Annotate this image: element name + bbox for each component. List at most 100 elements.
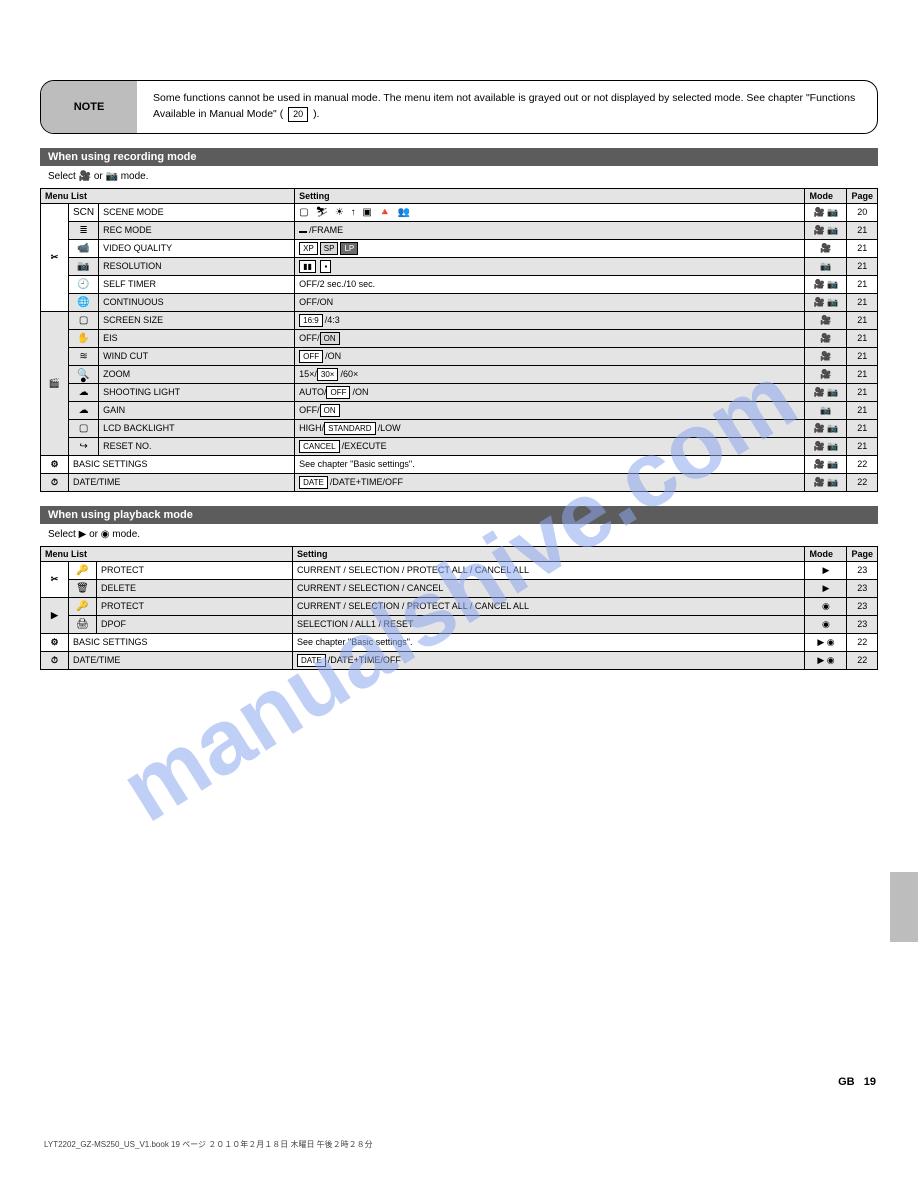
item-setting: OFF/ON [295, 329, 805, 347]
play-mode-suffix: mode. [112, 529, 140, 540]
table-row: ⏱DATE/TIMEDATE/DATE+TIME/OFF🎥 📷22 [41, 473, 878, 491]
item-setting: OFF/ON [295, 293, 805, 311]
item-page: 21 [847, 419, 878, 437]
item-page: 21 [847, 221, 878, 239]
table-row: ↪RESET NO.CANCEL/EXECUTE🎥 📷21 [41, 437, 878, 455]
item-label: RESET NO. [99, 437, 295, 455]
video-mode-icon: 🎥 [79, 171, 91, 182]
item-mode: 📷 [805, 257, 847, 275]
item-label: SCREEN SIZE [99, 311, 295, 329]
tail-setting: See chapter "Basic settings". [295, 455, 805, 473]
item-mode: 🎥 [805, 311, 847, 329]
item-icon: 🔑 [69, 561, 97, 579]
item-label: VIDEO QUALITY [99, 239, 295, 257]
item-label: LCD BACKLIGHT [99, 419, 295, 437]
table-row: ☁GAINOFF/ON📷21 [41, 401, 878, 419]
item-icon: 🔑 [69, 597, 97, 615]
table-row: 🔍ZOOM15×/30×/60×🎥21 [41, 365, 878, 383]
item-page: 23 [847, 579, 878, 597]
item-icon: 📹 [69, 239, 99, 257]
tail-page: 22 [847, 473, 878, 491]
item-page: 21 [847, 401, 878, 419]
tail-page: 22 [847, 651, 878, 669]
tail-mode: ▶ ◉ [805, 633, 847, 651]
item-label: WIND CUT [99, 347, 295, 365]
item-page: 21 [847, 275, 878, 293]
side-tab [890, 872, 918, 942]
table-row: ▶🔑PROTECTCURRENT / SELECTION / PROTECT A… [41, 597, 878, 615]
item-mode: 🎥 📷 [805, 293, 847, 311]
item-icon: 🌐 [69, 293, 99, 311]
item-icon: ≣ [69, 221, 99, 239]
rec-mode-prefix: Select [48, 171, 79, 182]
tail-icon: ⏱ [41, 651, 69, 669]
item-page: 21 [847, 329, 878, 347]
item-icon: 🕘 [69, 275, 99, 293]
play-th-menu: Menu List [41, 546, 293, 561]
table-row: ✋EISOFF/ON🎥21 [41, 329, 878, 347]
item-page: 21 [847, 347, 878, 365]
item-mode: ▶ [805, 579, 847, 597]
item-setting: CURRENT / SELECTION / PROTECT ALL / CANC… [293, 561, 805, 579]
item-setting: 15×/30×/60× [295, 365, 805, 383]
item-mode: 📷 [805, 401, 847, 419]
item-label: REC MODE [99, 221, 295, 239]
playback-menu-table: Menu List Setting Mode Page ✂🔑PROTECTCUR… [40, 546, 878, 670]
item-icon: SCN [69, 203, 99, 221]
table-row: ≋WIND CUTOFF/ON🎥21 [41, 347, 878, 365]
note-label: NOTE [41, 81, 137, 133]
item-setting: 16:9/4:3 [295, 311, 805, 329]
item-icon: 📷 [69, 257, 99, 275]
item-mode: 🎥 📷 [805, 203, 847, 221]
item-setting: OFF/2 sec./10 sec. [295, 275, 805, 293]
item-setting: HIGH/STANDARD/LOW [295, 419, 805, 437]
play-th-page: Page [847, 546, 878, 561]
tail-icon: ⏱ [41, 473, 69, 491]
play-mode-or: or [89, 529, 101, 540]
table-row: 📹VIDEO QUALITYXPSPLP🎥21 [41, 239, 878, 257]
item-label: SHOOTING LIGHT [99, 383, 295, 401]
table-row: ▢LCD BACKLIGHTHIGH/STANDARD/LOW🎥 📷21 [41, 419, 878, 437]
item-page: 21 [847, 311, 878, 329]
item-mode: ▶ [805, 561, 847, 579]
item-label: SELF TIMER [99, 275, 295, 293]
play-video-icon: ▶ [79, 529, 87, 540]
table-row: 🗑DELETECURRENT / SELECTION / CANCEL▶23 [41, 579, 878, 597]
note-page-box: 20 [288, 107, 308, 123]
note-ref: ( [280, 108, 286, 120]
tail-label: DATE/TIME [69, 651, 293, 669]
tail-setting: DATE/DATE+TIME/OFF [295, 473, 805, 491]
item-mode: 🎥 📷 [805, 437, 847, 455]
item-page: 20 [847, 203, 878, 221]
item-setting: AUTO/OFF/ON [295, 383, 805, 401]
item-mode: 🎥 📷 [805, 383, 847, 401]
item-setting: /FRAME [295, 221, 805, 239]
item-page: 21 [847, 293, 878, 311]
play-mode-line: Select ▶ or ◉ mode. [40, 526, 878, 546]
rec-th-mode: Mode [805, 188, 847, 203]
note-after: ). [313, 108, 319, 120]
item-icon: ☁ [69, 401, 99, 419]
item-setting: ▮▮ ▪ [295, 257, 805, 275]
table-row: ⚙BASIC SETTINGSSee chapter "Basic settin… [41, 633, 878, 651]
item-icon: ≋ [69, 347, 99, 365]
item-label: PROTECT [97, 597, 293, 615]
table-row: ✂SCNSCENE MODE▢ ⛷ ☀ ↑ ▣ 🔺 👥🎥 📷20 [41, 203, 878, 221]
rec-th-menu: Menu List [41, 188, 295, 203]
tail-mode: 🎥 📷 [805, 473, 847, 491]
note-box: NOTE Some functions cannot be used in ma… [40, 80, 878, 134]
play-th-setting: Setting [293, 546, 805, 561]
item-label: DPOF [97, 615, 293, 633]
item-setting: CURRENT / SELECTION / PROTECT ALL / CANC… [293, 597, 805, 615]
table-row: ⚙BASIC SETTINGSSee chapter "Basic settin… [41, 455, 878, 473]
item-label: ZOOM [99, 365, 295, 383]
rec-th-setting: Setting [295, 188, 805, 203]
play-th-mode: Mode [805, 546, 847, 561]
table-row: ≣REC MODE /FRAME🎥 📷21 [41, 221, 878, 239]
item-setting: CANCEL/EXECUTE [295, 437, 805, 455]
item-setting: SELECTION / ALL1 / RESET [293, 615, 805, 633]
still-mode-icon: 📷 [105, 171, 117, 182]
item-page: 21 [847, 383, 878, 401]
tail-icon: ⚙ [41, 633, 69, 651]
item-page: 21 [847, 437, 878, 455]
